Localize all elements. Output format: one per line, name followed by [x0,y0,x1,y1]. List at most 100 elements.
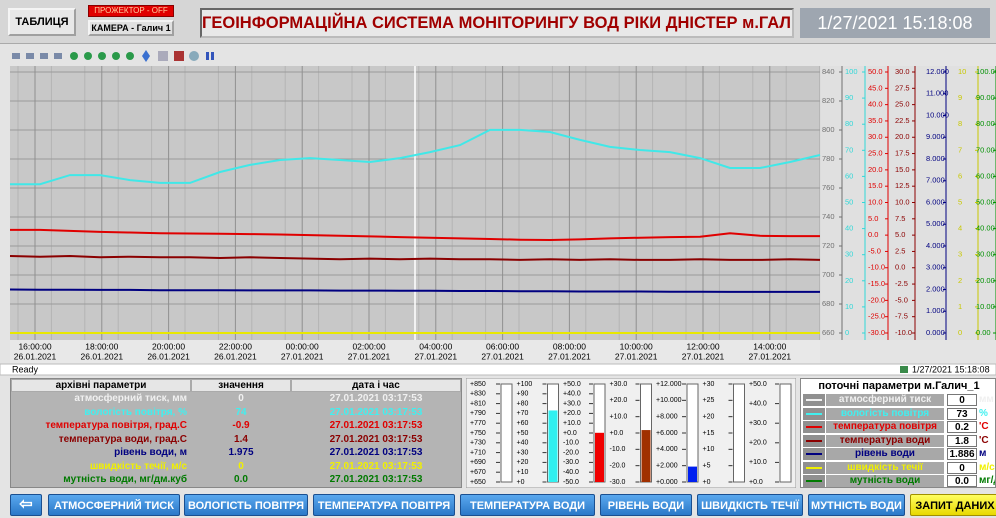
x-tick-time: 18:00:00 [85,341,118,351]
x-tick-time: 22:00:00 [219,341,252,351]
gauge-tick-label: -20.0 [610,463,626,470]
nav-button[interactable]: ТЕМПЕРАТУРА ВОДИ [460,494,595,516]
x-tick-date: 27.01.2021 [348,351,391,361]
projector-button[interactable]: ПРОЖЕКТОР - OFF [88,5,174,17]
current-table: поточні параметри м.Галич_1 атмосферний т… [800,378,996,488]
gauge-tick-label: +30.0 [749,420,767,427]
back-button[interactable]: ⇦ [10,494,42,516]
current-unit: % [979,407,988,419]
y-tick-label: 9 [958,93,962,102]
y-tick-label: 2.5 [895,246,905,255]
y-tick-label: 20 [845,276,853,285]
gauge-tick-label: +0.000 [656,479,678,486]
status-text: Ready [12,364,39,374]
gauge-tick-label: +50.0 [563,381,581,388]
nav-button[interactable]: ЗАПИТ ДАНИХ [910,494,996,516]
current-name: температура повітря [826,421,944,433]
series-line [9,288,820,293]
current-unit: м [979,448,987,459]
clock: 1/27/2021 15:18:08 [800,8,990,38]
current-title: поточні параметри м.Галич_1 [818,380,980,392]
y-tick-label: 30.0 [868,132,883,141]
trend-chart: Ready 1/27/2021 15:18:08 16:00:0026.01.2… [0,66,996,376]
gauge-tick-label: -40.0 [563,469,579,476]
gauge-tick-label: +20.0 [610,397,628,404]
gauge-tick-label: +10.0 [563,420,581,427]
gauge-tick-label: +25 [703,397,715,404]
gauges: +850 +830 +810 +790 +770 +750 +730 +710 +690 +670… [466,378,796,488]
y-tick-label: 80 [845,119,853,128]
gauge-tick-label: -10.0 [610,446,626,453]
param-time: 27.01.2021 03:17:53 [329,433,423,445]
gauge-tick-label: +850 [470,381,486,388]
y-tick-label: 17.5 [895,149,910,158]
legend-swatch [803,394,825,406]
y-tick-label: -20.0 [868,295,885,304]
y-tick-label: 11.000 [926,89,948,98]
nav-button[interactable]: ТЕМПЕРАТУРА ПОВІТРЯ [313,494,455,516]
nav-button[interactable]: РІВЕНЬ ВОДИ [600,494,692,516]
param-time: 27.01.2021 03:17:53 [329,474,423,485]
x-tick-time: 06:00:00 [486,341,519,351]
x-tick-time: 16:00:00 [18,341,51,351]
current-name: рівень води [826,448,944,460]
current-value: 1.8 [947,434,977,447]
gauge-tick-label: +790 [470,410,486,417]
x-tick-time: 20:00:00 [152,341,185,351]
param-name: мутність води, мг/дм.куб [63,474,187,485]
y-tick-label: 40.0 [868,100,883,109]
gauge-tick-label: +730 [470,440,486,447]
y-tick-label: 8 [958,119,962,128]
y-tick-label: 60 [845,171,853,180]
y-tick-label: 12.5 [895,181,910,190]
series-line [9,254,821,261]
y-tick-label: 35.0 [868,116,883,125]
x-tick-time: 12:00:00 [686,341,719,351]
y-tick-label: 2 [958,276,962,285]
nav-button[interactable]: АТМОСФЕРНИЙ ТИСК [48,494,180,516]
x-tick-date: 27.01.2021 [749,351,792,361]
gauge-tick-label: +20.0 [563,410,581,417]
gauge-tick-label: +20 [703,414,715,421]
x-tick-date: 27.01.2021 [481,351,524,361]
y-tick-label: 10.0 [895,197,910,206]
current-unit: 'С [979,434,989,446]
param-value: 0.0 [234,474,248,485]
y-tick-label: 720 [822,241,835,250]
gauge-tick-label: +10.0 [610,414,628,421]
y-tick-label: 50 [845,197,853,206]
camera-button[interactable]: КАМЕРА - Галич 1 [88,20,174,36]
gauge-tick-label: +0 [517,479,525,486]
x-tick-time: 00:00:00 [286,341,319,351]
table-button[interactable]: ТАБЛИЦЯ [8,8,76,36]
archive-table: архівні параметри значення дата і час атмос… [10,378,462,488]
y-tick-label: 0.0 [895,263,905,272]
current-unit: мм [979,394,994,405]
nav-button[interactable]: ШВИДКІСТЬ ТЕЧІЇ [697,494,803,516]
current-value: 0.2 [947,421,977,433]
legend-swatch [803,421,825,433]
gauge-tube [733,383,745,483]
y-tick-label: 30.0 [895,67,910,76]
y-tick-label: 3 [958,250,962,259]
y-tick-label: 4 [958,224,962,233]
current-value: 0.0 [947,475,977,487]
x-tick-date: 26.01.2021 [147,351,190,361]
current-unit: 'С [979,421,989,432]
gauge-bar [548,410,558,482]
gauge-tick-label: +30 [517,449,529,456]
y-tick-label: -25.0 [868,312,885,321]
gauge-panel [466,378,796,488]
nav-button[interactable]: ВОЛОГІСТЬ ПОВІТРЯ [184,494,308,516]
y-tick-label: 50.0 [868,67,883,76]
gauge-tick-label: +830 [470,391,486,398]
gauge-tick-label: +10.000 [656,397,682,404]
x-tick-time: 04:00:00 [419,341,452,351]
param-value: 0 [238,460,244,472]
x-tick-date: 26.01.2021 [81,351,124,361]
x-tick-date: 26.01.2021 [14,351,57,361]
y-tick-label: 30.00 [976,250,995,259]
gauge-tick-label: +12.000 [656,381,682,388]
nav-button[interactable]: МУТНІСТЬ ВОДИ [808,494,905,516]
